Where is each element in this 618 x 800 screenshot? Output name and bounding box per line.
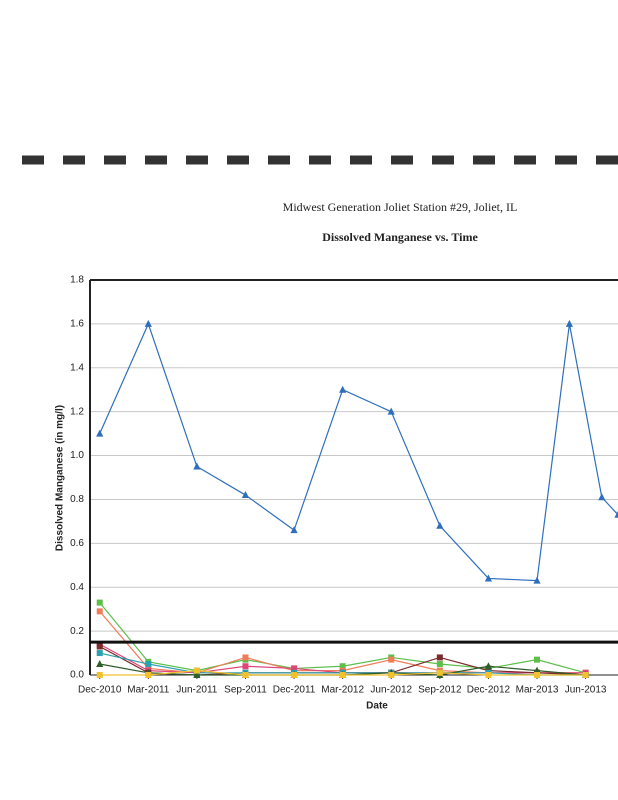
data-point: [242, 663, 249, 670]
x-tick-label: Sep-2012: [418, 685, 462, 696]
y-tick-label: 0.4: [70, 582, 84, 593]
data-point: [436, 669, 443, 676]
chart-title: Midwest Generation Joliet Station #29, J…: [283, 200, 518, 214]
x-tick-label: Dec-2010: [78, 685, 122, 696]
x-tick-label: Dec-2012: [467, 685, 511, 696]
data-point: [144, 319, 152, 327]
data-point: [565, 319, 574, 327]
x-tick-label: Jun-2012: [370, 685, 412, 696]
data-point: [484, 574, 493, 582]
data-point: [242, 672, 249, 678]
data-point: [484, 662, 493, 670]
y-tick-label: 0.6: [70, 538, 84, 549]
data-point: [96, 643, 103, 650]
data-point: [534, 672, 541, 678]
data-point: [145, 661, 152, 668]
x-tick-label: Sep-2011: [224, 685, 267, 696]
data-point: [193, 671, 201, 678]
y-tick-label: 1.6: [70, 319, 84, 330]
series-line: [99, 602, 586, 674]
data-point: [387, 407, 395, 415]
y-tick-label: 1.4: [70, 362, 84, 373]
data-point: [436, 654, 443, 661]
data-point: [96, 660, 104, 668]
data-point: [241, 491, 250, 499]
data-point: [96, 672, 103, 678]
y-tick-label: 1.0: [70, 450, 84, 461]
data-point: [485, 672, 492, 678]
data-point: [388, 672, 395, 678]
data-point: [582, 672, 589, 678]
data-point: [193, 667, 200, 674]
y-tick-label: 0.2: [70, 626, 84, 637]
data-point: [339, 672, 346, 678]
data-point: [193, 462, 201, 470]
data-point: [534, 656, 541, 663]
chart-subtitle: Dissolved Manganese vs. Time: [322, 230, 478, 244]
data-point: [242, 654, 249, 661]
y-tick-label: 1.2: [70, 406, 84, 417]
y-axis-label: Dissolved Manganese (in mg/l): [55, 405, 66, 551]
x-tick-label: Jun-2013: [565, 685, 607, 696]
data-point: [436, 661, 443, 668]
data-point: [436, 521, 444, 529]
data-point: [339, 663, 346, 670]
data-point: [598, 493, 606, 501]
data-point: [291, 665, 298, 672]
data-point: [291, 672, 298, 678]
data-point: [145, 672, 152, 678]
y-tick-label: 1.8: [70, 275, 84, 286]
data-point: [290, 526, 298, 534]
x-tick-label: Mar-2013: [516, 685, 559, 696]
data-point: [96, 599, 103, 606]
x-tick-label: Jun-2011: [176, 685, 217, 696]
series-line: [99, 322, 618, 582]
data-point: [96, 650, 103, 657]
y-tick-label: 0.8: [70, 494, 84, 505]
y-tick-label: 0.0: [70, 670, 84, 681]
data-point: [614, 510, 618, 518]
data-point: [533, 576, 541, 584]
data-point: [533, 666, 541, 674]
data-point: [339, 385, 347, 393]
data-point: [96, 608, 103, 615]
x-tick-label: Dec-2011: [273, 685, 316, 696]
x-axis-label: Date: [366, 701, 388, 712]
data-point: [96, 429, 104, 437]
data-point: [388, 656, 395, 663]
x-tick-label: Mar-2012: [321, 685, 364, 696]
x-tick-label: Mar-2011: [127, 685, 169, 696]
